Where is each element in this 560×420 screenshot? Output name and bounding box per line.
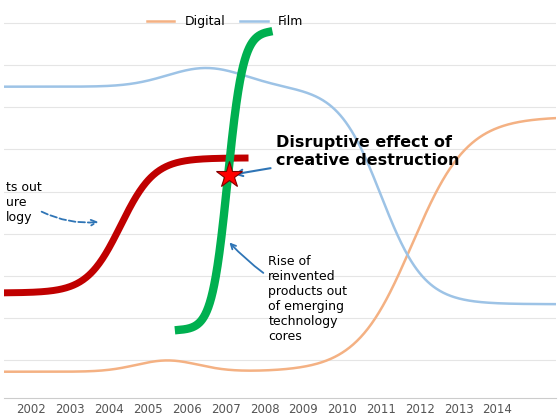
Text: Rise of
reinvented
products out
of emerging
technology
cores: Rise of reinvented products out of emerg… [231, 244, 347, 344]
Text: Disruptive effect of
creative destruction: Disruptive effect of creative destructio… [236, 135, 460, 176]
Legend: Digital, Film: Digital, Film [142, 10, 308, 34]
Text: ts out
ure
logy: ts out ure logy [6, 181, 42, 224]
